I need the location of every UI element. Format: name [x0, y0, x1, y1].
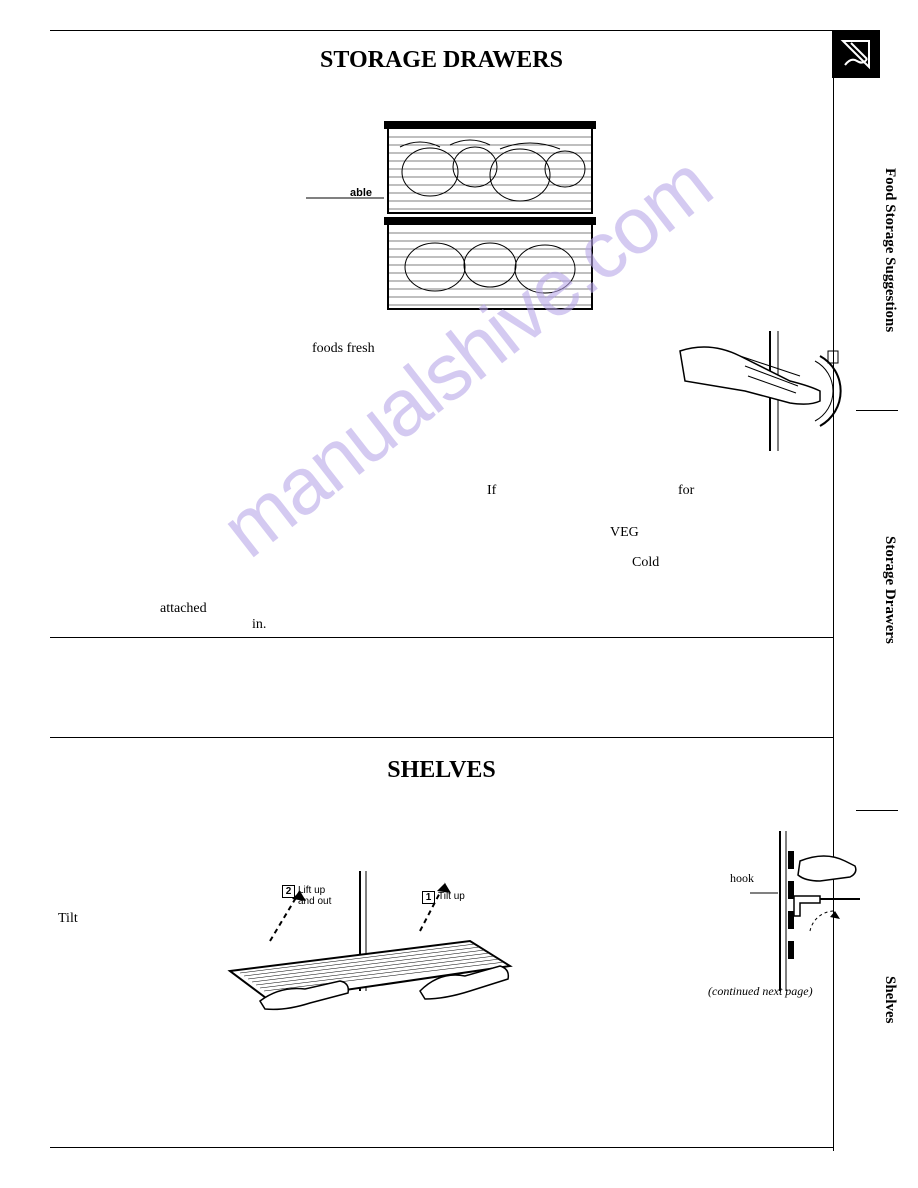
word-foodsfresh: foods fresh [312, 341, 375, 357]
leader-line-able [306, 189, 384, 209]
drawers-illustration [380, 117, 600, 317]
hand-icon [837, 35, 875, 73]
rule-2 [50, 737, 833, 738]
word-tilt: Tilt [58, 911, 78, 927]
word-attached: attached [160, 601, 207, 617]
word-veg: VEG [610, 525, 639, 541]
callout-1-num: 1 [422, 891, 435, 904]
callout-2-num: 2 [282, 885, 295, 898]
tab-divider-2 [856, 810, 898, 811]
callout-2-text: Lift up and out [298, 885, 331, 907]
hand-dial-illustration [670, 331, 850, 451]
heading-shelves: SHELVES [50, 741, 833, 784]
callout-1-text: Tilt up [438, 891, 465, 902]
tab-food-storage: Food Storage Suggestions [868, 100, 898, 400]
bottom-rule [50, 1147, 833, 1148]
word-cold: Cold [632, 555, 659, 571]
heading-storage-drawers: STORAGE DRAWERS [50, 31, 833, 74]
content-column: STORAGE DRAWERS [50, 31, 834, 1151]
tab-storage-drawers: Storage Drawers [868, 490, 898, 690]
word-able: able [350, 187, 372, 199]
callout-1: 1Tilt up [422, 891, 465, 904]
word-if: If [487, 483, 496, 499]
rule-1 [50, 637, 833, 638]
tab-shelves: Shelves [868, 940, 898, 1060]
word-for: for [678, 483, 694, 499]
tab-divider-1 [856, 410, 898, 411]
continued-next-page: (continued next page) [708, 984, 813, 999]
shelf-lift-illustration [210, 871, 530, 1031]
corner-icon-box [832, 30, 880, 78]
callout-2: 2Lift up and out [282, 885, 331, 907]
word-in: in. [252, 617, 266, 633]
manual-page: Food Storage Suggestions Storage Drawers… [50, 30, 880, 1150]
side-tabs: Food Storage Suggestions Storage Drawers… [868, 90, 898, 1150]
hook-track-illustration [750, 831, 860, 991]
